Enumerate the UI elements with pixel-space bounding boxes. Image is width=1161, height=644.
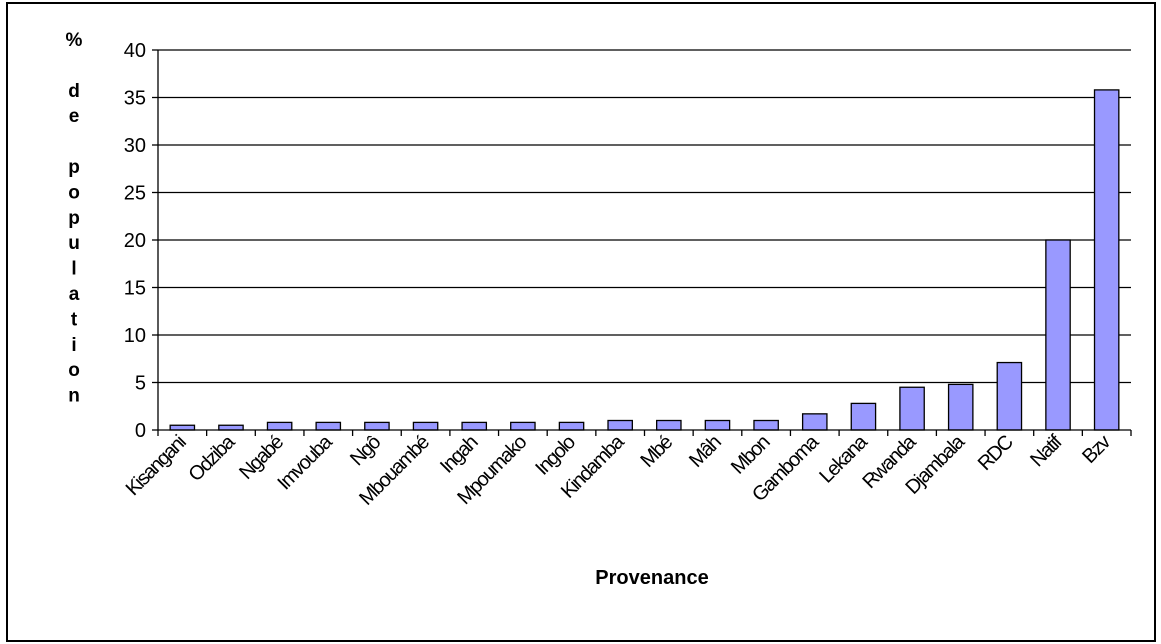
y-tick-label: 20 [124, 230, 146, 252]
y-axis-label-char: l [71, 259, 76, 280]
y-axis-label-char: d [68, 81, 80, 102]
y-tick-label: 15 [124, 278, 146, 300]
chart-frame: 0 5 10 15 20 25 30 35 40 Kisangani Odziba Ngabé Imv… [6, 2, 1156, 642]
y-axis-label-char: e [69, 106, 80, 127]
y-axis-label-char: a [69, 284, 80, 305]
y-axis-label-char: p [68, 208, 80, 229]
bar [899, 386, 925, 431]
x-axis-label: Provenance [595, 567, 708, 589]
gridlines [158, 49, 1131, 384]
y-axis-label-char: n [68, 386, 80, 407]
y-tick-label: 35 [124, 88, 146, 110]
y-axis-label-char: p [68, 157, 80, 178]
y-axis-label-char: o [68, 360, 80, 381]
category-label: Bzv [1078, 431, 1115, 468]
bar [607, 419, 633, 431]
bar [461, 421, 488, 431]
bar [510, 421, 536, 431]
bar [996, 361, 1023, 431]
bar [801, 413, 828, 431]
category-label: Ngô [346, 431, 385, 470]
bar [704, 419, 731, 431]
bar [266, 421, 293, 431]
bar [558, 421, 585, 431]
y-tick-label: 10 [124, 325, 146, 347]
bar [218, 424, 244, 431]
category-label: Odziba [185, 430, 241, 486]
category-label: Kisangani [122, 431, 191, 500]
bars [169, 89, 1120, 431]
y-axis-label-char: % [66, 30, 83, 51]
bar [412, 421, 439, 431]
bar [753, 419, 779, 431]
y-tick-label: 40 [124, 40, 146, 62]
category-label: Mâh [685, 432, 725, 472]
y-tick-label: 5 [135, 373, 146, 395]
y-axis-ticks: 0 5 10 15 20 25 30 35 40 [124, 40, 158, 442]
y-tick-label: 30 [124, 135, 146, 157]
bar [1045, 239, 1071, 431]
category-label: Imvouba [273, 430, 337, 494]
bar [850, 402, 877, 431]
bar-chart: 0 5 10 15 20 25 30 35 40 KisanganiOdzibaNgabéImv… [66, 30, 1132, 589]
y-tick-label: 0 [135, 420, 146, 442]
bar [315, 421, 342, 431]
bar [947, 383, 974, 431]
y-axis-label-char: t [71, 309, 78, 330]
bar [1093, 89, 1120, 431]
category-label: RDC [974, 431, 1018, 475]
y-axis-label-char: u [68, 233, 80, 254]
y-axis-label-char: i [71, 335, 76, 356]
bar [656, 419, 682, 431]
bar [364, 421, 390, 431]
category-label: Natif [1026, 431, 1067, 472]
category-label: Mbé [636, 431, 677, 472]
y-axis-label-char: o [68, 182, 80, 203]
y-tick-label: 25 [124, 183, 146, 205]
bar [169, 424, 196, 431]
